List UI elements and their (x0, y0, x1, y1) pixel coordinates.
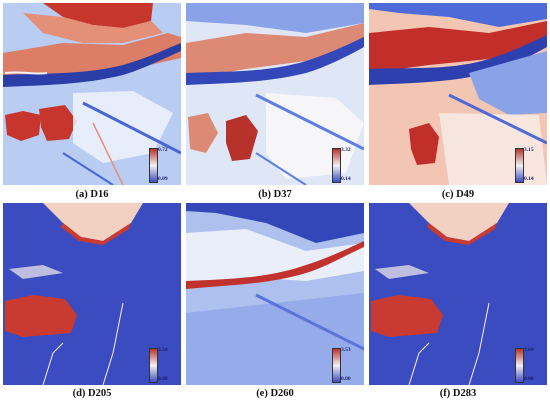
map-d-left-light-dots (9, 265, 63, 279)
colorbar-d-max: 3.54 (158, 347, 168, 353)
map-b-river (186, 37, 364, 85)
map-c-center-hot (409, 123, 439, 165)
colorbar-a-min: 0.09 (158, 176, 168, 182)
map-f-left-light-dots (375, 265, 429, 279)
colorbar-d: 3.54 0.00 (145, 346, 175, 383)
map-d-top-warm (43, 203, 143, 241)
colorbar-e-max: 3.53 (341, 347, 351, 353)
map-d-branch-1 (42, 342, 64, 385)
colorbar-e: 3.53 0.00 (328, 346, 358, 383)
map-f-top-hot-edge (427, 223, 497, 245)
map-a-city-band (3, 33, 181, 85)
map-e-river-hot (186, 241, 364, 289)
map-f-branch-2 (468, 302, 490, 385)
map-a-river (3, 43, 181, 87)
caption-a: (a) D16 (75, 189, 109, 200)
map-e-road-1 (255, 293, 364, 351)
colorbar-a-gradient (149, 148, 158, 183)
map-a-road-2 (62, 152, 114, 185)
panel-b: 3.32 0.14 (186, 3, 364, 185)
colorbar-f-min: 0.00 (524, 376, 534, 382)
colorbar-a: 0.72 0.09 (145, 146, 175, 183)
colorbar-f-gradient (515, 348, 524, 383)
map-f (369, 203, 547, 385)
map-b-road-2 (255, 152, 307, 185)
map-b-road-1 (255, 93, 364, 151)
colorbar-c-min: 0.14 (524, 176, 534, 182)
caption-d: (d) D205 (72, 388, 112, 399)
map-a-center-hot-block (39, 105, 77, 141)
map-d-left-hot (5, 295, 77, 337)
map-d-branch-2 (102, 302, 124, 385)
map-c-right-cool (469, 51, 547, 115)
colorbar-a-max: 0.72 (158, 147, 168, 153)
panel-f: 3.69 0.00 (369, 203, 547, 385)
map-b (186, 3, 364, 185)
colorbar-f: 3.69 0.00 (511, 346, 541, 383)
map-a-river-highlight (4, 71, 48, 75)
colorbar-f-max: 3.69 (524, 347, 534, 353)
map-a-top-hot-region (43, 3, 153, 28)
map-b-city-band (186, 23, 364, 79)
map-e-light-band (186, 229, 364, 285)
map-f-branch-1 (408, 342, 430, 385)
colorbar-d-gradient (149, 348, 158, 383)
colorbar-e-min: 0.00 (341, 376, 351, 382)
map-f-top-warm (409, 203, 509, 241)
colorbar-b-gradient (332, 148, 341, 183)
colorbar-b-min: 0.14 (341, 176, 351, 182)
map-f-left-hot (371, 295, 443, 337)
caption-c: (c) D49 (441, 189, 475, 200)
map-e-lower-cool (186, 293, 364, 385)
map-e (186, 203, 364, 385)
map-a-left-hot-block (5, 111, 41, 141)
map-a-top-warm-band (23, 13, 163, 43)
colorbar-d-min: 0.00 (158, 376, 168, 382)
map-c-city-band (369, 21, 547, 73)
colorbar-e-gradient (332, 348, 341, 383)
map-e-top-cool (186, 203, 364, 243)
panel-d: 3.54 0.00 (3, 203, 181, 385)
panel-c: 3.15 0.14 (369, 3, 547, 185)
caption-b: (b) D37 (258, 189, 292, 200)
colorbar-b: 3.32 0.14 (328, 146, 358, 183)
map-b-left-warm (188, 113, 218, 153)
map-c-top-cool (369, 3, 547, 27)
map-d-top-hot-edge (61, 223, 131, 245)
map-b-center-hot (226, 115, 258, 161)
caption-e: (e) D260 (256, 388, 294, 399)
panel-e: 3.53 0.00 (186, 203, 364, 385)
map-b-top-cool (186, 3, 364, 33)
colorbar-c-max: 3.15 (524, 147, 534, 153)
colorbar-c-gradient (515, 148, 524, 183)
panel-a: 0.72 0.09 (3, 3, 181, 185)
map-a-road-1 (82, 101, 181, 155)
caption-f: (f) D283 (439, 388, 477, 399)
colorbar-c: 3.15 0.14 (511, 146, 541, 183)
colorbar-b-max: 3.32 (341, 147, 351, 153)
map-a (3, 3, 181, 185)
map-a-road-3 (92, 122, 124, 185)
map-c-road-1 (448, 93, 547, 145)
map-c-river (369, 35, 547, 85)
